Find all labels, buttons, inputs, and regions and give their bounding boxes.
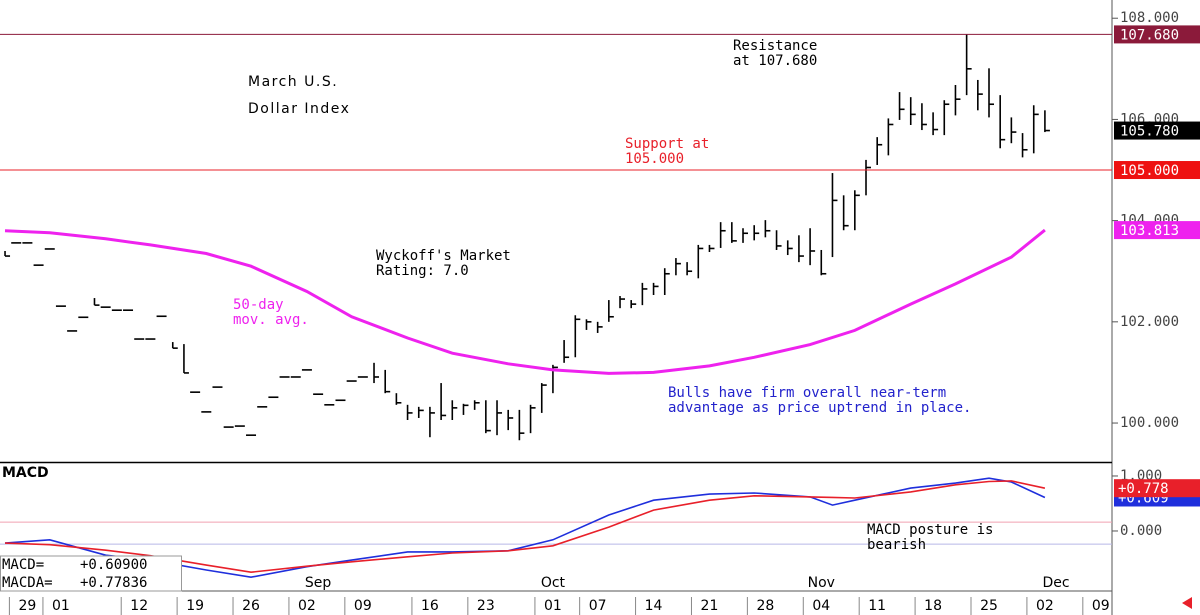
x-tick-label: 28: [756, 598, 774, 614]
x-tick-label: 19: [186, 598, 204, 614]
x-tick-label: 07: [589, 598, 607, 614]
readout-label: MACD=: [2, 557, 44, 573]
readout-box: [0, 555, 182, 592]
annotation: mov. avg.: [233, 312, 309, 328]
x-tick-label: 23: [477, 598, 495, 614]
readout-label: MACDA=: [2, 575, 53, 591]
price-label-box: [1114, 25, 1200, 44]
price-label: 103.813: [1120, 223, 1179, 239]
chart-title: March U.S.: [248, 74, 338, 90]
annotation: Wyckoff's Market: [376, 248, 511, 264]
month-label: Oct: [541, 575, 566, 591]
annotation: MACD posture is: [867, 522, 993, 538]
value-label: +0.778: [1118, 481, 1169, 497]
x-tick-label: 29: [18, 598, 36, 614]
x-tick-label: 18: [924, 598, 942, 614]
x-tick-label: 02: [1036, 598, 1054, 614]
x-tick-label: 01: [52, 598, 70, 614]
month-label: Dec: [1043, 575, 1070, 591]
x-tick-label: 25: [980, 598, 998, 614]
panel-title: MACD: [2, 465, 49, 481]
x-tick-label: 04: [812, 598, 830, 614]
annotation: Resistance: [733, 38, 817, 54]
x-tick-label: 09: [354, 598, 372, 614]
scroll-arrow[interactable]: [1182, 597, 1192, 609]
price-label-box: [1114, 161, 1200, 180]
x-tick-label: 16: [421, 598, 439, 614]
x-tick-label: 11: [868, 598, 886, 614]
price-label: 107.680: [1120, 27, 1179, 43]
annotation: Rating: 7.0: [376, 263, 469, 279]
value-label-box: [1114, 479, 1200, 498]
y-tick-label: 108.000: [1120, 10, 1179, 26]
readout-value: +0.77836: [80, 575, 147, 591]
annotation: advantage as price uptrend in place.: [668, 400, 971, 416]
x-tick-label: 21: [701, 598, 719, 614]
price-label-box: [1114, 121, 1200, 140]
chart-title: Dollar Index: [248, 101, 350, 117]
annotation: bearish: [867, 537, 926, 553]
readout-value: +0.60900: [80, 557, 147, 573]
annotation: 105.000: [625, 151, 684, 167]
macd-line: [4, 477, 1046, 579]
x-tick-label: 26: [242, 598, 260, 614]
x-tick-label: 02: [298, 598, 316, 614]
annotation: Bulls have firm overall near-term: [668, 385, 946, 401]
x-tick-label: 01: [544, 598, 562, 614]
x-tick-label: 14: [645, 598, 663, 614]
month-label: Nov: [808, 575, 835, 591]
annotation: Support at: [625, 136, 709, 152]
x-tick-label: 12: [130, 598, 148, 614]
price-label: 105.780: [1120, 124, 1179, 140]
macd-line: [4, 480, 1046, 574]
annotation: at 107.680: [733, 53, 817, 69]
x-tick-label: 09: [1092, 598, 1110, 614]
month-label: Sep: [305, 575, 332, 591]
moving-average: [4, 228, 1046, 375]
annotation: 50-day: [233, 297, 284, 313]
y-tick-label: 102.000: [1120, 314, 1179, 330]
price-label-box: [1114, 221, 1200, 240]
y-tick-label: 0.000: [1120, 523, 1162, 539]
price-label: 105.000: [1120, 163, 1179, 179]
y-tick-label: 100.000: [1120, 415, 1179, 431]
